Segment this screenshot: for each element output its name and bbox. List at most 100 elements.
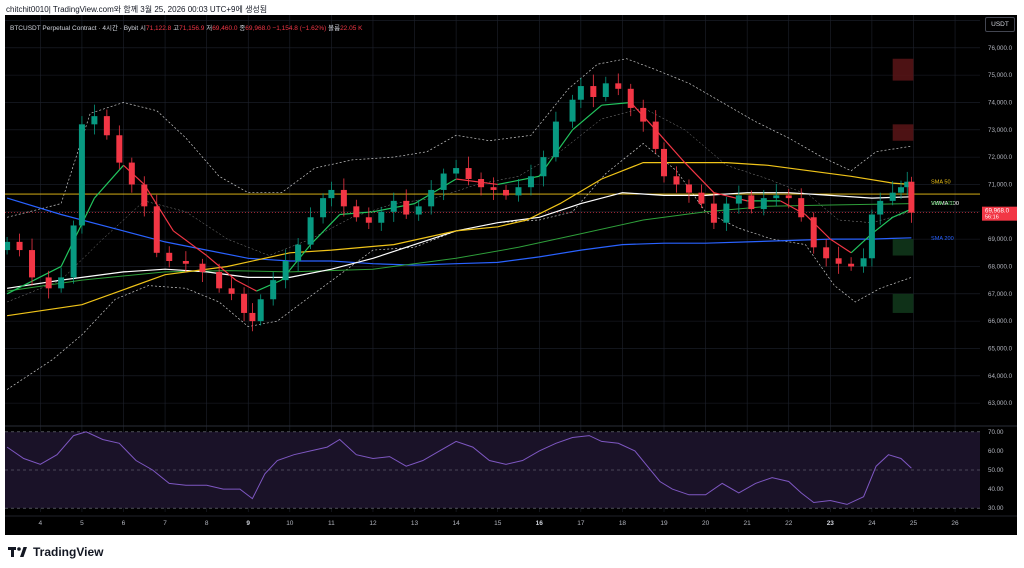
candle-body [295,244,302,261]
candle-body [166,252,173,261]
time-tick-label: 9 [246,520,250,527]
zone-box [892,124,914,141]
time-tick-label: 6 [122,520,126,527]
candle-body [453,168,460,174]
indicator-label: VWMA 100 [931,201,959,207]
candle-body [760,198,767,210]
price-tick-label: 65,000.0 [988,345,1013,352]
indicator-label: SMA 200 [931,236,954,242]
candle-body [515,187,522,196]
rsi-tick-label: 50.00 [988,467,1004,474]
ema-fast-segment [892,208,912,218]
ema-fast-segment [310,214,341,246]
last-price-tag [982,206,1017,221]
price-tick-label: 75,000.0 [988,72,1013,79]
candle-body [257,299,264,322]
close-label: 종 [239,25,246,32]
candle-body [228,288,235,294]
tradingview-logo[interactable]: TradingView [8,544,103,560]
chart-panel[interactable]: 63,000.0 64,000.0 65,000.0 66,000.0 67,000.0… [4,15,1017,535]
candle-body [328,189,335,199]
candle-body [569,99,576,122]
candle-body [58,277,65,289]
indicator-label: SMA 120 [931,201,954,207]
ema-fast-segment [93,164,124,199]
candle-body [440,173,447,190]
open-value: 71,122.8 [145,25,172,32]
candle-body [735,195,742,204]
candle-body [78,124,85,226]
candle-body [798,198,805,218]
time-tick-label: 5 [80,520,84,527]
candle-body [378,211,385,223]
ema-fast-segment [601,101,631,106]
candle-body [661,148,668,177]
candle-body [615,83,622,89]
price-tick-label: 71,000.0 [988,181,1013,188]
symbol-title[interactable]: BTCUSDT Perpetual Contract · 4시간 · Bybit [10,25,139,32]
candle-body [540,157,547,177]
candle-body [723,203,730,223]
candle-body [91,116,98,125]
time-tick-label: 25 [910,520,918,527]
rsi-tick-label: 60.00 [988,448,1004,455]
time-tick-label: 23 [827,520,835,527]
zone-box [892,293,914,313]
ema-fast-segment [871,216,894,235]
candle-body [199,263,206,272]
candle-body [698,192,705,204]
symbol-legend[interactable]: BTCUSDT Perpetual Contract · 4시간 · Bybit… [10,22,362,32]
price-tick-label: 68,000.0 [988,263,1013,270]
change-value: −1,154.8 (−1.62%) [272,25,327,32]
creation-caption: chitchit0010| TradingView.com와 함께 3월 25,… [6,5,268,14]
rsi-tick-label: 40.00 [988,486,1004,493]
candle-body [70,225,77,278]
ema-fast-segment [655,129,686,163]
price-tick-label: 67,000.0 [988,291,1013,298]
ema-fast-segment [235,279,257,292]
candle-body [365,217,372,223]
candle-body [652,121,659,149]
candle-body [602,83,609,97]
candle-body [340,189,347,207]
candle-body [748,195,755,210]
time-tick-label: 11 [328,520,335,527]
candle-body [848,263,855,267]
time-tick-label: 7 [163,520,167,527]
candle-body [415,206,422,215]
price-tick-label: 72,000.0 [988,154,1013,161]
time-tick-label: 16 [536,520,544,527]
candle-body [29,250,36,278]
candle-body [640,107,647,122]
time-tick-label: 18 [619,520,627,527]
candle-body [182,261,189,264]
candle-body [552,121,559,158]
ema-fast-segment [6,265,62,295]
ema-fast-segment [572,104,603,131]
rsi-tick-label: 70.00 [988,429,1004,436]
zone-box [892,58,914,81]
candle-body [898,187,905,193]
time-tick-label: 26 [951,520,959,527]
candle-body [835,258,842,264]
candle-body [490,187,497,190]
candle-body [773,195,780,199]
chart-svg[interactable]: 63,000.0 64,000.0 65,000.0 66,000.0 67,000.0… [4,15,1017,535]
ema-fast-segment [804,214,831,240]
candle-body [868,214,875,259]
candle-body [103,116,110,136]
sma50-line [7,162,912,317]
last-price-countdown: 56:16 [985,215,999,221]
ema-fast-segment [414,178,457,205]
candle-body [527,176,534,188]
time-tick-label: 20 [702,520,710,527]
price-tick-label: 73,000.0 [988,127,1013,134]
sma200-line [6,197,912,266]
candle-body [577,86,584,100]
candle-body [390,200,397,212]
candle-body [353,206,360,218]
candle-body [860,258,867,267]
price-tick-label: 74,000.0 [988,99,1013,106]
currency-button[interactable]: USDT [985,17,1015,32]
high-label: 고 [173,25,180,32]
